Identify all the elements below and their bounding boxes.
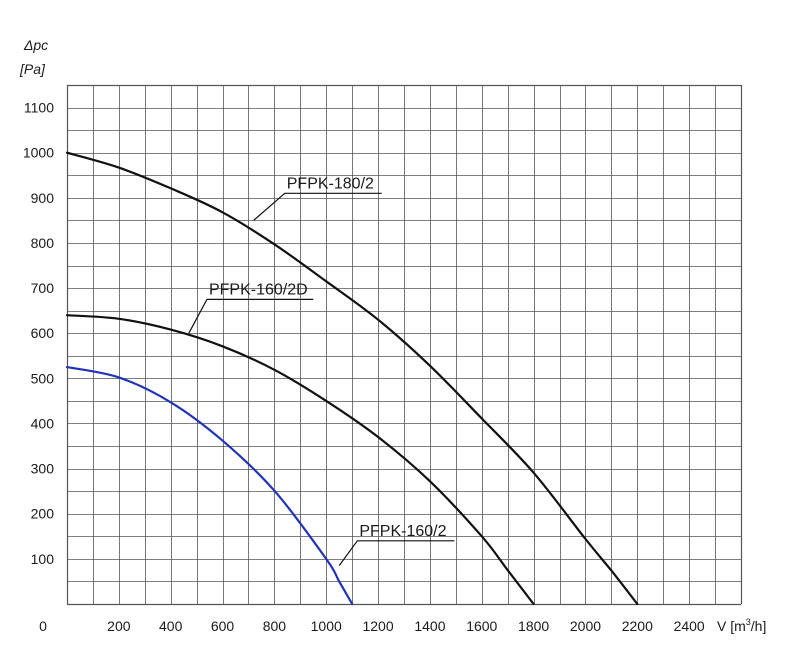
series-pfpk-180-2-line: [65, 151, 639, 606]
x-tick-label: 1000: [311, 618, 342, 634]
x-axis-label-sup: 3: [746, 617, 751, 627]
y-tick-label: 1000: [23, 145, 54, 161]
series-layer: PFPK-180/2 PFPK-160/2D PFPK-160/2: [65, 151, 639, 606]
y-tick-label: 700: [31, 280, 55, 296]
y-axis-label-line1: Δpc: [23, 37, 48, 53]
y-tick-label: 300: [31, 461, 55, 477]
y-tick-label: 600: [31, 325, 55, 341]
series-pfpk-160-2-line: [65, 366, 354, 606]
x-tick-label: 200: [107, 618, 131, 634]
grid: [66, 84, 743, 606]
series-pfpk-180-2-label: PFPK-180/2: [287, 175, 374, 192]
y-tick-label: 100: [31, 551, 55, 567]
x-tick-label: 1400: [414, 618, 445, 634]
x-tick-label: 2000: [570, 618, 601, 634]
x-axis-label-prefix: V [m: [717, 618, 746, 634]
x-tick-label: 1200: [362, 618, 393, 634]
x-tick-label: 800: [263, 618, 287, 634]
series-pfpk-160-2d-line: [65, 314, 535, 606]
x-tick-label: 600: [211, 618, 235, 634]
y-tick-label: 400: [31, 415, 55, 431]
x-tick-label: 1800: [518, 618, 549, 634]
y-axis-label-line2: [Pa]: [19, 61, 46, 77]
series-pfpk-160-2-label: PFPK-160/2: [359, 523, 446, 540]
y-tick-label: 1100: [24, 100, 54, 116]
ticks-layer: 200 400 600 800 1000 1200 1400 1600 1800 2000 2200…: [23, 100, 705, 634]
x-tick-label: 1600: [466, 618, 497, 634]
y-tick-label: 900: [31, 190, 55, 206]
y-tick-label: 200: [31, 506, 55, 522]
x-tick-label: 400: [159, 618, 183, 634]
x-tick-label: 2400: [674, 618, 705, 634]
y-tick-label: 500: [31, 370, 55, 386]
series-pfpk-180-2-leader: [253, 192, 382, 221]
x-tick-label: 2200: [622, 618, 653, 634]
origin-label: 0: [39, 618, 47, 634]
x-axis-label-suffix: /h]: [751, 618, 767, 634]
series-pfpk-160-2d-label: PFPK-160/2D: [209, 281, 308, 298]
y-tick-label: 800: [31, 235, 55, 251]
series-pfpk-160-2-leader: [338, 540, 455, 566]
series-pfpk-160-2d-leader: [188, 298, 314, 334]
x-axis-label: V [m3/h]: [717, 617, 766, 634]
